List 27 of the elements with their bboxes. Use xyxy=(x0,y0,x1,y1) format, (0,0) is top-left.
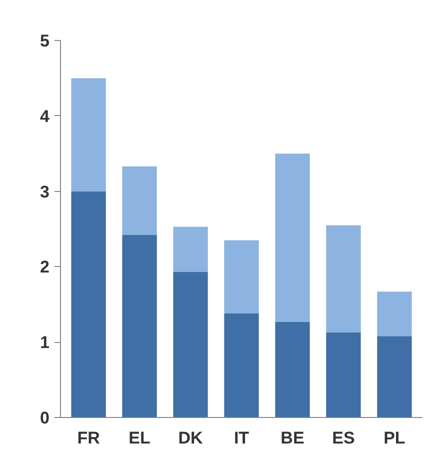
bar xyxy=(224,240,259,314)
bar xyxy=(71,191,106,418)
y-tick-label: 1 xyxy=(40,333,50,352)
x-tick-label: IT xyxy=(234,428,250,448)
x-tick-label: DK xyxy=(178,428,204,448)
bar xyxy=(122,166,157,236)
bar xyxy=(275,154,310,322)
bar xyxy=(326,225,361,332)
bar xyxy=(71,78,106,192)
x-tick-label: BE xyxy=(280,428,304,448)
x-tick-label: ES xyxy=(332,428,355,448)
y-tick-label: 5 xyxy=(40,32,50,50)
y-tick-label: 4 xyxy=(40,106,50,126)
x-tick-label: EL xyxy=(128,428,150,448)
y-tick-label: 0 xyxy=(40,408,50,428)
bar xyxy=(326,332,361,418)
bar xyxy=(377,336,412,418)
y-tick-label: 3 xyxy=(40,182,50,202)
x-tick-label: PL xyxy=(384,428,406,448)
y-tick-label: 2 xyxy=(40,258,50,277)
bar xyxy=(122,235,157,418)
bar xyxy=(173,272,208,418)
bar xyxy=(275,322,310,418)
bar xyxy=(173,226,208,272)
bar xyxy=(377,292,412,336)
x-tick-label: FR xyxy=(77,428,100,448)
bar xyxy=(224,313,259,418)
